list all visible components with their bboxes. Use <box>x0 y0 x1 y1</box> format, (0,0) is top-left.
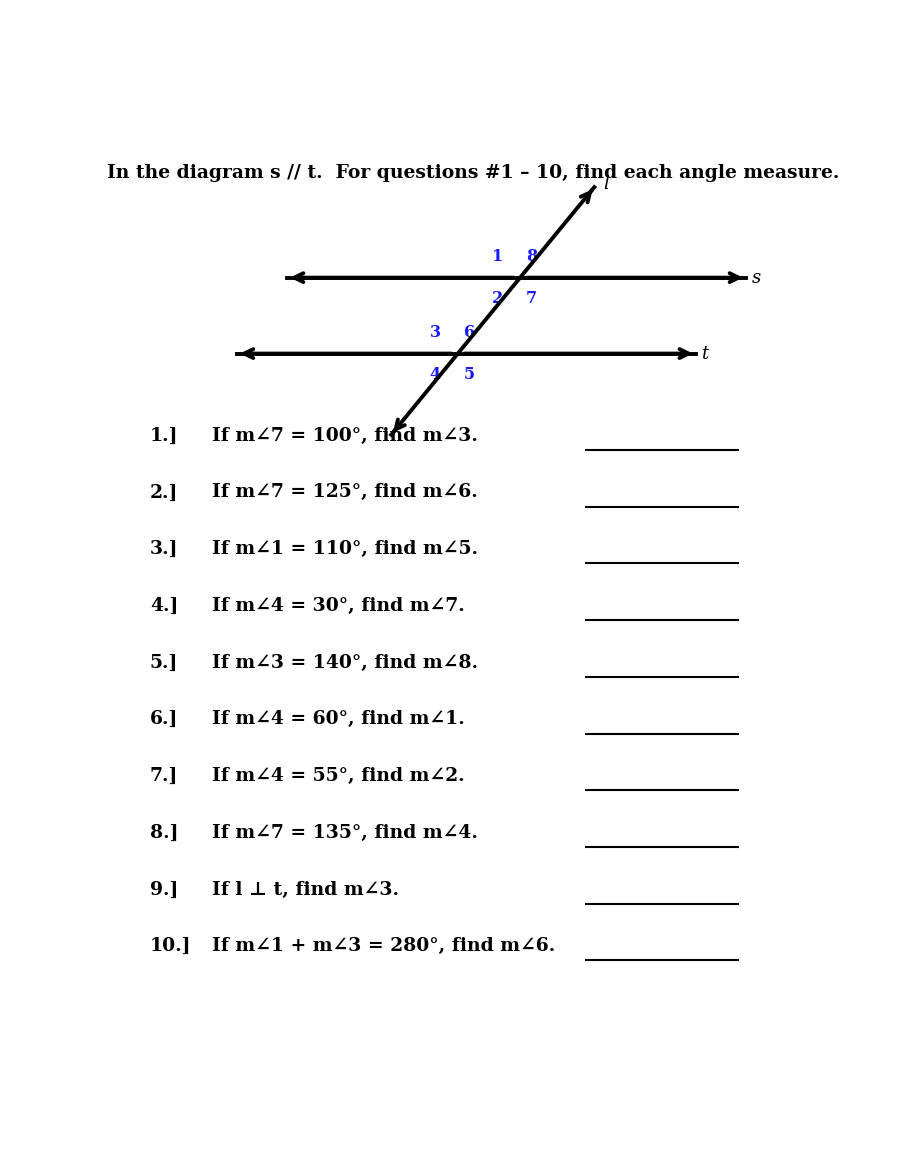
Text: 8.]: 8.] <box>150 824 178 842</box>
Text: 10.]: 10.] <box>150 937 191 955</box>
Text: In the diagram s // t.  For questions #1 – 10, find each angle measure.: In the diagram s // t. For questions #1 … <box>107 165 840 182</box>
Text: 3.]: 3.] <box>150 541 178 558</box>
Text: If m∠7 = 135°, find m∠4.: If m∠7 = 135°, find m∠4. <box>213 824 478 842</box>
Text: If l ⊥ t, find m∠3.: If l ⊥ t, find m∠3. <box>213 880 399 899</box>
Text: 1.]: 1.] <box>150 427 178 444</box>
Text: t: t <box>701 345 709 363</box>
Text: If m∠7 = 125°, find m∠6.: If m∠7 = 125°, find m∠6. <box>213 484 478 501</box>
Text: 5: 5 <box>464 367 475 383</box>
Text: 3: 3 <box>430 324 441 341</box>
Text: 7: 7 <box>526 290 537 307</box>
Text: 6: 6 <box>464 324 475 341</box>
Text: l: l <box>603 175 610 194</box>
Text: 4.]: 4.] <box>150 597 178 615</box>
Text: If m∠4 = 60°, find m∠1.: If m∠4 = 60°, find m∠1. <box>213 710 465 728</box>
Text: 9.]: 9.] <box>150 880 178 899</box>
Text: 1: 1 <box>492 248 503 266</box>
Text: If m∠1 + m∠3 = 280°, find m∠6.: If m∠1 + m∠3 = 280°, find m∠6. <box>213 937 555 955</box>
Text: If m∠3 = 140°, find m∠8.: If m∠3 = 140°, find m∠8. <box>213 653 479 672</box>
Text: 2: 2 <box>492 290 503 307</box>
Text: 7.]: 7.] <box>150 767 178 785</box>
Text: 8: 8 <box>526 248 537 266</box>
Text: If m∠4 = 30°, find m∠7.: If m∠4 = 30°, find m∠7. <box>213 597 465 615</box>
Text: If m∠7 = 100°, find m∠3.: If m∠7 = 100°, find m∠3. <box>213 427 478 444</box>
Text: If m∠4 = 55°, find m∠2.: If m∠4 = 55°, find m∠2. <box>213 767 465 785</box>
Text: If m∠1 = 110°, find m∠5.: If m∠1 = 110°, find m∠5. <box>213 541 479 558</box>
Text: s: s <box>751 269 760 287</box>
Text: 6.]: 6.] <box>150 710 178 728</box>
Text: 2.]: 2.] <box>150 484 178 501</box>
Text: 4: 4 <box>430 367 441 383</box>
Text: 5.]: 5.] <box>150 653 178 672</box>
